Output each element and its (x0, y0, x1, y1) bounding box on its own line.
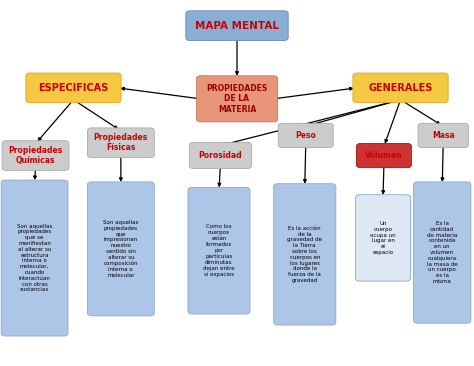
FancyBboxPatch shape (87, 128, 155, 157)
FancyBboxPatch shape (413, 182, 471, 323)
FancyBboxPatch shape (356, 143, 411, 168)
FancyBboxPatch shape (274, 184, 336, 325)
Text: Como los
cuerpos
están
formados
por
partículas
diminutas
dejan entre
sí espacios: Como los cuerpos están formados por part… (203, 224, 235, 277)
FancyBboxPatch shape (1, 180, 68, 336)
Text: Propiedades
Físicas: Propiedades Físicas (94, 133, 148, 153)
FancyBboxPatch shape (196, 76, 277, 122)
Text: PROPIEDADES
DE LA
MATERIA: PROPIEDADES DE LA MATERIA (206, 84, 268, 114)
FancyBboxPatch shape (278, 123, 333, 147)
Text: GENERALES: GENERALES (368, 83, 433, 93)
Text: Volumen: Volumen (365, 151, 403, 160)
Text: Un
cuerpo
ocupa un
lugar en
el
espacio: Un cuerpo ocupa un lugar en el espacio (370, 221, 396, 255)
Text: Porosidad: Porosidad (199, 151, 242, 160)
FancyBboxPatch shape (87, 182, 155, 316)
FancyBboxPatch shape (353, 73, 448, 103)
Text: Son aquellas
propiedades
que
impresionan
nuestro
sentido sin
alterar su
composic: Son aquellas propiedades que impresionan… (103, 220, 138, 278)
Text: Es la
cantidad
de materia
contenida
en un
volumen
cualquiera
la masa de
un cuerp: Es la cantidad de materia contenida en u… (427, 221, 457, 284)
FancyBboxPatch shape (186, 11, 288, 40)
Text: Propiedades
Químicas: Propiedades Químicas (9, 146, 63, 165)
FancyBboxPatch shape (189, 142, 251, 168)
FancyBboxPatch shape (26, 73, 121, 103)
Text: Es la acción
de la
gravedad de
la Tierra
sobre los
cuerpos en
los lugares
donde : Es la acción de la gravedad de la Tierra… (287, 226, 322, 283)
FancyBboxPatch shape (188, 187, 250, 314)
Text: ESPECIFICAS: ESPECIFICAS (38, 83, 109, 93)
FancyBboxPatch shape (2, 141, 69, 171)
FancyBboxPatch shape (418, 123, 468, 147)
Text: MAPA MENTAL: MAPA MENTAL (195, 20, 279, 31)
FancyBboxPatch shape (356, 195, 410, 281)
Text: Son aquellas
propiedades
que se
manifiestan
al alterar su
estructura
interna o
m: Son aquellas propiedades que se manifies… (17, 224, 52, 292)
Text: Peso: Peso (295, 131, 316, 140)
Text: Masa: Masa (432, 131, 455, 140)
